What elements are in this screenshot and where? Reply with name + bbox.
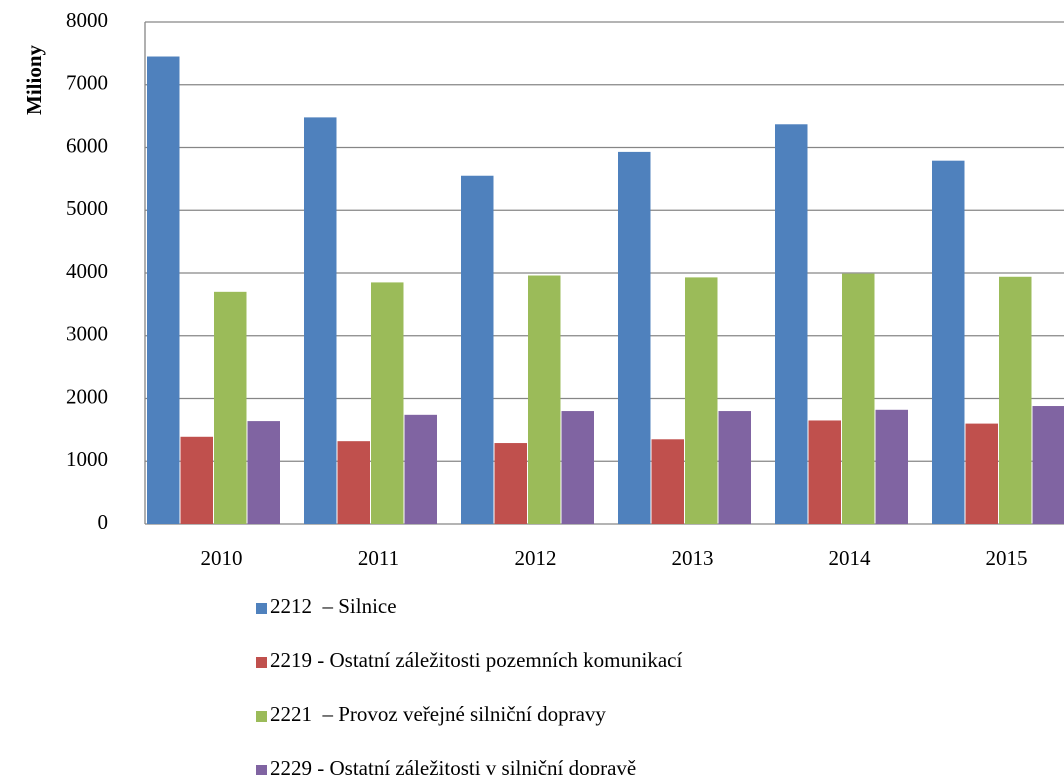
bar bbox=[247, 421, 280, 524]
bar bbox=[304, 117, 337, 524]
y-tick-label: 5000 bbox=[66, 196, 108, 220]
y-axis-label: Miliony bbox=[22, 45, 46, 116]
bar bbox=[214, 291, 247, 524]
x-tick-label: 2011 bbox=[358, 546, 399, 570]
bar bbox=[932, 160, 965, 525]
x-tick-label: 2014 bbox=[829, 546, 872, 570]
bar bbox=[371, 282, 404, 524]
bar bbox=[651, 439, 684, 524]
legend-swatch bbox=[256, 657, 267, 668]
x-tick-label: 2010 bbox=[201, 546, 243, 570]
y-tick-label: 6000 bbox=[66, 133, 108, 157]
x-tick-label: 2015 bbox=[986, 546, 1028, 570]
bar bbox=[147, 56, 180, 524]
bar bbox=[180, 436, 213, 524]
y-tick-label: 2000 bbox=[66, 384, 108, 408]
y-tick-label: 0 bbox=[98, 510, 109, 534]
y-tick-label: 8000 bbox=[66, 8, 108, 32]
bar bbox=[1032, 406, 1064, 524]
legend-label: 2212 – Silnice bbox=[270, 594, 397, 618]
bar bbox=[528, 275, 561, 524]
bar bbox=[618, 151, 651, 524]
y-tick-label: 7000 bbox=[66, 71, 108, 95]
y-tick-label: 3000 bbox=[66, 322, 108, 346]
bar bbox=[718, 411, 751, 524]
bar bbox=[494, 443, 527, 524]
bar bbox=[965, 423, 998, 524]
legend-swatch bbox=[256, 603, 267, 614]
legend-label: 2229 - Ostatní záležitosti v silniční do… bbox=[270, 756, 636, 775]
y-tick-label: 1000 bbox=[66, 447, 108, 471]
bar bbox=[404, 414, 437, 524]
bar bbox=[875, 409, 908, 524]
bar bbox=[808, 420, 841, 524]
bar bbox=[999, 276, 1032, 524]
bar bbox=[842, 273, 875, 524]
legend-swatch bbox=[256, 765, 267, 775]
bar bbox=[461, 175, 494, 525]
y-tick-label: 4000 bbox=[66, 259, 108, 283]
x-tick-label: 2012 bbox=[515, 546, 557, 570]
bar bbox=[337, 441, 370, 524]
bar bbox=[561, 411, 594, 524]
legend-swatch bbox=[256, 711, 267, 722]
x-tick-label: 2013 bbox=[672, 546, 714, 570]
bar bbox=[775, 124, 808, 524]
bar bbox=[685, 277, 718, 524]
legend-label: 2221 – Provoz veřejné silniční dopravy bbox=[270, 702, 606, 726]
legend-label: 2219 - Ostatní záležitosti pozemních kom… bbox=[270, 648, 682, 672]
